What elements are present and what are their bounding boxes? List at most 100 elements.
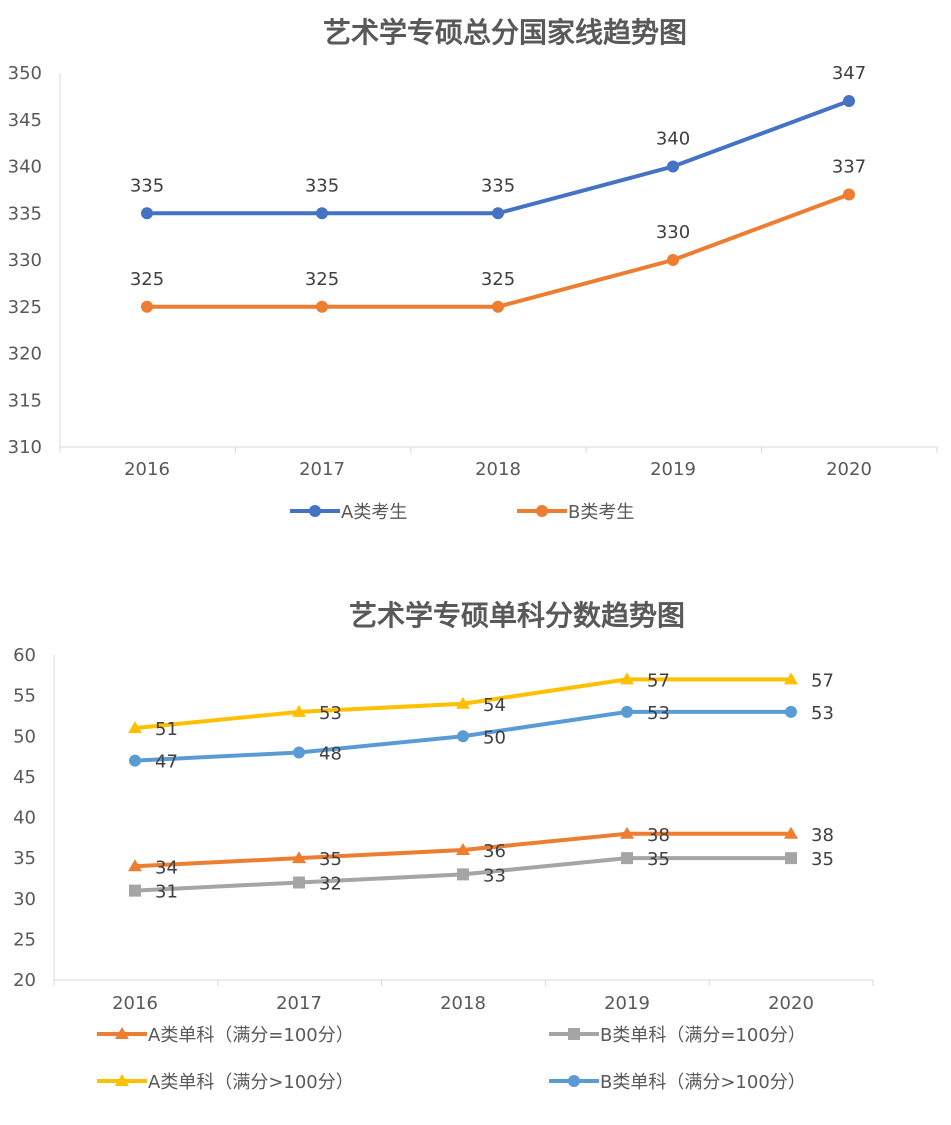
data-label: 325 xyxy=(130,269,164,290)
series-3: 51 53 54 57 57 xyxy=(128,670,834,740)
series-line xyxy=(147,99,850,216)
point-marker xyxy=(129,754,141,767)
legend-label: A类考生 xyxy=(341,502,407,523)
data-label: 36 xyxy=(483,841,506,862)
x-tick-label: 2016 xyxy=(112,993,158,1014)
y-tick-label: 50 xyxy=(13,726,36,747)
point-marker xyxy=(316,300,328,313)
data-label: 38 xyxy=(647,825,670,846)
data-label: 347 xyxy=(832,63,866,84)
legend-item: A类单科（满分>100分） xyxy=(97,1072,354,1093)
y-tick-label: 40 xyxy=(13,808,36,829)
series-4: 47 48 50 53 53 xyxy=(129,703,834,773)
point-marker xyxy=(115,1027,129,1039)
point-marker xyxy=(843,188,855,201)
data-label: 33 xyxy=(483,865,506,886)
y-tick-label: 330 xyxy=(8,250,42,271)
point-marker xyxy=(784,826,798,839)
y-tick-label: 45 xyxy=(13,767,36,788)
data-label: 57 xyxy=(647,670,670,691)
data-label: 50 xyxy=(483,727,506,748)
y-tick-label: 25 xyxy=(13,929,36,950)
point-marker xyxy=(621,852,633,865)
point-marker xyxy=(568,1075,580,1087)
point-marker xyxy=(141,300,153,313)
point-marker xyxy=(128,721,142,734)
y-tick-label: 345 xyxy=(8,110,42,131)
y-tick-label: 325 xyxy=(8,297,42,318)
point-marker xyxy=(309,505,321,517)
legend-item: B类考生 xyxy=(517,502,634,523)
point-marker xyxy=(128,859,142,872)
data-label: 35 xyxy=(319,849,342,870)
point-marker xyxy=(457,868,469,881)
data-label: 32 xyxy=(319,874,342,895)
data-label: 325 xyxy=(481,269,515,290)
data-label: 330 xyxy=(656,222,690,243)
data-label: 335 xyxy=(305,175,339,196)
point-marker xyxy=(667,254,679,266)
point-marker xyxy=(129,884,141,897)
y-tick-label: 350 xyxy=(8,63,42,84)
legend-label: B类单科（满分>100分） xyxy=(600,1072,806,1093)
y-tick-label: 320 xyxy=(8,344,42,365)
legend-label: B类考生 xyxy=(568,502,634,523)
data-label: 53 xyxy=(647,703,670,724)
point-marker xyxy=(293,746,305,759)
y-tick-label: 310 xyxy=(8,437,42,458)
point-marker xyxy=(141,207,153,220)
point-marker xyxy=(843,95,855,108)
y-tick-label: 315 xyxy=(8,390,42,411)
series-1: 335 335 335 340 347 xyxy=(130,63,866,220)
x-tick-label: 2020 xyxy=(768,993,814,1014)
x-tick-label: 2018 xyxy=(440,993,486,1014)
x-tick-label: 2016 xyxy=(124,459,170,480)
x-tick-label: 2017 xyxy=(299,459,345,480)
chart-title: 艺术学专硕单科分数趋势图 xyxy=(349,599,685,632)
y-tick-label: 335 xyxy=(8,203,42,224)
x-tick-label: 2020 xyxy=(826,459,872,480)
point-marker xyxy=(457,730,469,743)
data-label: 31 xyxy=(155,882,178,903)
legend-item: A类单科（满分=100分） xyxy=(97,1025,354,1046)
point-marker xyxy=(492,207,504,220)
point-marker xyxy=(292,704,306,717)
data-label: 54 xyxy=(483,695,506,716)
data-label: 335 xyxy=(481,175,515,196)
x-tick-label: 2017 xyxy=(276,993,322,1014)
point-marker xyxy=(621,705,633,718)
point-marker xyxy=(293,876,305,889)
y-tick-label: 60 xyxy=(13,645,36,666)
y-tick-label: 30 xyxy=(13,889,36,910)
x-tick-label: 2019 xyxy=(650,459,696,480)
data-label: 35 xyxy=(647,849,670,870)
data-label: 325 xyxy=(305,269,339,290)
y-tick-label: 340 xyxy=(8,157,42,178)
data-label: 337 xyxy=(832,157,866,178)
point-marker xyxy=(316,207,328,220)
legend-item: A类考生 xyxy=(290,502,407,523)
y-tick-label: 20 xyxy=(13,970,36,991)
point-marker xyxy=(456,696,470,709)
y-tick-label: 35 xyxy=(13,848,36,869)
point-marker xyxy=(785,705,797,718)
data-label: 51 xyxy=(155,719,178,740)
chart-2: 艺术学专硕单科分数趋势图 20 25 30 35 40 45 50 55 60 2016 2017 20… xyxy=(13,599,874,1093)
point-marker xyxy=(292,851,306,864)
legend-item: B类单科（满分>100分） xyxy=(549,1072,806,1093)
point-marker xyxy=(568,1028,580,1040)
series-2: 325 325 325 330 337 xyxy=(130,157,866,313)
data-label: 53 xyxy=(319,703,342,724)
chart-1: 艺术学专硕总分国家线趋势图 310 315 320 325 330 335 340 345 350… xyxy=(8,16,938,523)
legend-item: B类单科（满分=100分） xyxy=(549,1025,806,1046)
point-marker xyxy=(620,672,634,685)
x-tick-label: 2019 xyxy=(604,993,650,1014)
y-tick-label: 55 xyxy=(13,686,36,707)
data-label: 35 xyxy=(811,849,834,870)
legend-label: A类单科（满分=100分） xyxy=(148,1025,354,1046)
point-marker xyxy=(620,826,634,839)
point-marker xyxy=(667,160,679,173)
data-label: 38 xyxy=(811,825,834,846)
data-label: 340 xyxy=(656,129,690,150)
